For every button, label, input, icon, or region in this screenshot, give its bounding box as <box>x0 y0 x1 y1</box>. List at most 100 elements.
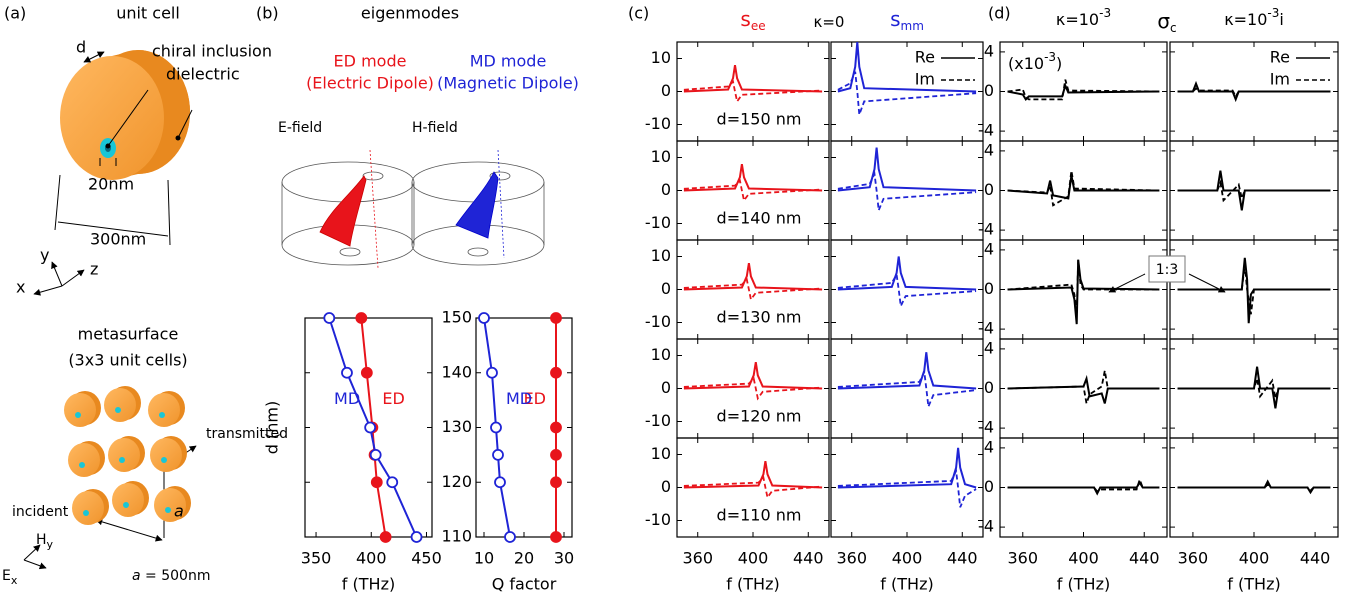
metasurface-title: metasurface <box>78 325 179 344</box>
series <box>683 262 823 302</box>
disk <box>154 486 191 522</box>
im-line <box>837 368 977 411</box>
re-line <box>837 256 977 291</box>
y-tick-label: 0 <box>984 81 994 100</box>
data-point <box>550 476 562 489</box>
y-tick-label: -10 <box>645 114 671 133</box>
im-line <box>1007 170 1160 207</box>
x-tick-label: 360 <box>682 549 713 568</box>
series <box>1177 366 1331 409</box>
series-line <box>328 317 418 538</box>
annotation: dielectric <box>166 65 240 84</box>
y-tick-label: -4 <box>978 319 994 338</box>
series <box>683 361 823 401</box>
field-subscript: y <box>47 538 54 551</box>
legend-label: Re <box>915 48 935 67</box>
y-tick-label: -4 <box>978 418 994 437</box>
legend-label: Im <box>1270 70 1290 89</box>
x-tick-label: 360 <box>836 549 867 568</box>
mode-name: MD mode <box>470 52 547 71</box>
column-title: see <box>740 7 765 33</box>
x-tick-label: 400 <box>892 549 923 568</box>
x-tick-label: 20 <box>514 549 534 568</box>
series-label: MD <box>334 389 360 408</box>
data-point <box>478 312 490 324</box>
x-axis-label: f (THz) <box>1057 575 1110 594</box>
re-line <box>683 64 823 93</box>
re-line <box>1177 479 1331 495</box>
y-tick-label: 0 <box>661 378 671 397</box>
text-part: ) <box>1056 54 1062 73</box>
data-point <box>550 312 562 324</box>
heading: σc <box>1157 9 1176 35</box>
data-point <box>492 448 504 461</box>
text-part: -3 <box>1099 6 1111 20</box>
panel-label: (b) <box>256 4 279 23</box>
data-point <box>490 421 502 434</box>
data-point <box>550 366 562 379</box>
period-symbol: a <box>132 568 141 584</box>
series <box>837 447 977 508</box>
x-axis-label: f (THz) <box>1227 575 1280 594</box>
panel-label: (d) <box>988 4 1011 23</box>
annotation: transmitted <box>206 426 288 442</box>
x-tick-label: 400 <box>738 549 769 568</box>
y-tick-label: 10 <box>651 48 671 67</box>
y-tick-label: 10 <box>651 345 671 364</box>
y-tick-label: 0 <box>984 378 994 397</box>
disk <box>150 436 187 472</box>
text-part: -3 <box>1044 50 1056 64</box>
field-name: H-field <box>412 120 458 136</box>
data-point <box>370 476 383 489</box>
y-tick-label: 10 <box>651 147 671 166</box>
field-letter: E <box>2 568 11 584</box>
text-part: c <box>1170 21 1177 35</box>
y-tick-label: 110 <box>441 527 472 546</box>
data-point <box>550 448 562 461</box>
field-letter: H <box>36 532 47 548</box>
y-tick-label: 0 <box>661 81 671 100</box>
x-tick-label: 360 <box>1007 549 1038 568</box>
im-line <box>1007 476 1160 493</box>
y-tick-label: 10 <box>651 444 671 463</box>
x-tick-label: 440 <box>793 549 824 568</box>
x-axis-label: f (THz) <box>726 575 779 594</box>
y-tick-label: -10 <box>645 312 671 331</box>
im-line <box>837 170 977 211</box>
axis-name: x <box>16 278 25 297</box>
x-tick-label: 400 <box>356 549 387 568</box>
re-line <box>1007 480 1160 496</box>
annotation: chiral inclusion <box>152 42 272 61</box>
text-part: s <box>890 7 900 31</box>
y-tick-label: 0 <box>661 279 671 298</box>
y-tick-label: 0 <box>661 477 671 496</box>
series <box>478 312 516 543</box>
text-part: σ <box>1157 9 1170 33</box>
disk-face <box>64 393 96 427</box>
disk <box>64 391 101 427</box>
x-tick-label: 350 <box>301 549 332 568</box>
y-tick-label: 0 <box>984 180 994 199</box>
y-tick-label: 130 <box>441 417 472 436</box>
series <box>683 460 823 500</box>
x-axis-label: f (THz) <box>342 575 395 594</box>
disk-face <box>104 388 136 422</box>
row-label: d=120 nm <box>717 407 802 426</box>
im-line <box>837 271 977 310</box>
row-label: d=150 nm <box>717 110 802 129</box>
re-line <box>1177 80 1331 103</box>
y-tick-label: 0 <box>661 180 671 199</box>
series <box>683 64 823 104</box>
data-point <box>379 531 392 543</box>
data-point <box>355 312 368 324</box>
text-part: κ=0 <box>814 13 845 31</box>
im-line <box>683 376 823 401</box>
mode-drawing <box>281 149 545 269</box>
text-part: i <box>1279 10 1283 29</box>
y-tick-label: 120 <box>441 472 472 491</box>
disk-inclusion <box>123 502 129 508</box>
dimension-label: d <box>76 38 86 57</box>
dimension-label: 300nm <box>90 230 146 249</box>
row-label: d=130 nm <box>717 308 802 327</box>
